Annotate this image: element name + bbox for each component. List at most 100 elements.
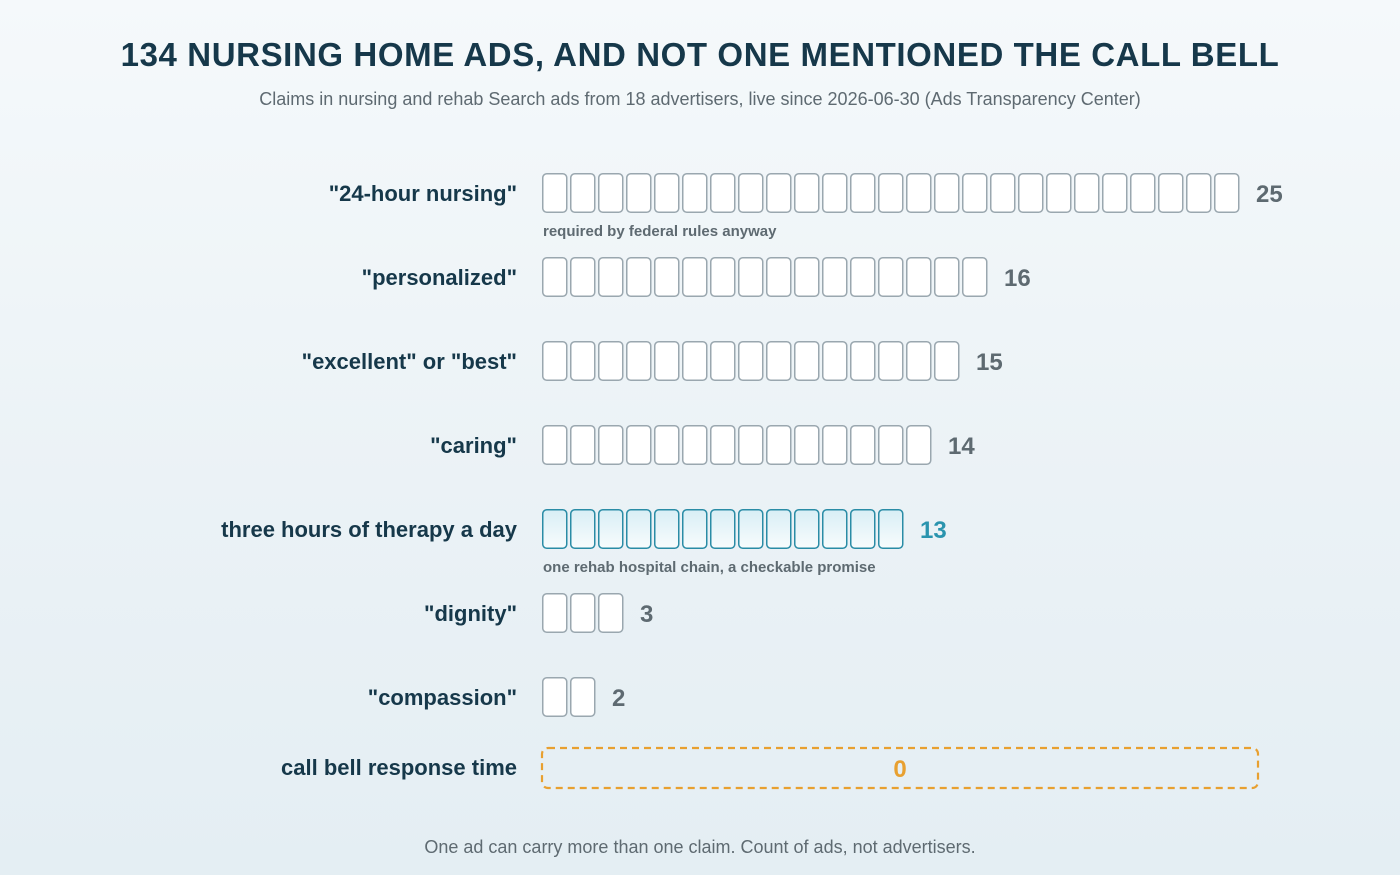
unit-square <box>906 341 932 381</box>
unit-square <box>542 257 568 297</box>
unit-square <box>654 257 680 297</box>
unit-square <box>1074 173 1100 213</box>
unit-square <box>850 257 876 297</box>
unit-square <box>570 341 596 381</box>
unit-square <box>570 677 596 717</box>
value-label: 16 <box>1004 265 1031 292</box>
unit-square <box>738 341 764 381</box>
unit-square <box>626 425 652 465</box>
unit-square <box>710 341 736 381</box>
unit-square <box>598 593 624 633</box>
unit-square <box>766 173 792 213</box>
unit-square <box>934 257 960 297</box>
chart-row: "dignity" 3 <box>424 593 653 633</box>
unit-square <box>682 509 708 549</box>
unit-square <box>738 425 764 465</box>
unit-square <box>542 425 568 465</box>
unit-square <box>1214 173 1240 213</box>
unit-square <box>654 341 680 381</box>
row-label: three hours of therapy a day <box>221 517 518 542</box>
unit-square <box>766 425 792 465</box>
unit-square <box>682 341 708 381</box>
chart-row: "personalized" 16 <box>362 257 1031 297</box>
row-label: "24-hour nursing" <box>329 181 517 206</box>
unit-square <box>822 509 848 549</box>
unit-square <box>822 425 848 465</box>
unit-square <box>1186 173 1212 213</box>
unit-square <box>794 425 820 465</box>
unit-square <box>878 341 904 381</box>
unit-square <box>598 341 624 381</box>
unit-square <box>738 509 764 549</box>
unit-square <box>822 341 848 381</box>
unit-square <box>906 173 932 213</box>
chart-title: 134 NURSING HOME ADS, AND NOT ONE MENTIO… <box>120 36 1280 73</box>
unit-square <box>822 257 848 297</box>
unit-square <box>766 257 792 297</box>
row-label: "compassion" <box>368 685 517 710</box>
unit-square <box>962 173 988 213</box>
unit-square <box>962 257 988 297</box>
row-label: "excellent" or "best" <box>302 349 517 374</box>
chart-row: three hours of therapy a day 13 one rehab … <box>221 509 947 576</box>
value-label: 14 <box>948 433 975 460</box>
unit-square <box>598 257 624 297</box>
unit-square <box>934 173 960 213</box>
unit-square <box>738 257 764 297</box>
unit-square <box>766 509 792 549</box>
unit-square <box>906 425 932 465</box>
unit-square <box>542 173 568 213</box>
unit-square <box>850 509 876 549</box>
chart-row: "excellent" or "best" 15 <box>302 341 1003 381</box>
unit-square <box>766 341 792 381</box>
chart-footnote: One ad can carry more than one claim. Co… <box>424 837 976 857</box>
unit-square <box>738 173 764 213</box>
chart-row: "24-hour nursing" 25 required by federal r… <box>329 173 1283 240</box>
unit-square <box>710 173 736 213</box>
unit-square <box>626 257 652 297</box>
unit-square <box>1102 173 1128 213</box>
unit-square <box>878 257 904 297</box>
unit-square <box>570 593 596 633</box>
row-label: "dignity" <box>424 601 517 626</box>
unit-square <box>570 173 596 213</box>
unit-square <box>654 425 680 465</box>
unit-square <box>794 257 820 297</box>
unit-square <box>878 173 904 213</box>
unit-square <box>598 173 624 213</box>
unit-square <box>598 509 624 549</box>
unit-square <box>654 509 680 549</box>
unit-square <box>626 509 652 549</box>
chart-row: call bell response time 0 <box>281 746 1260 790</box>
unit-square <box>990 173 1016 213</box>
unit-square <box>794 341 820 381</box>
unit-square <box>794 509 820 549</box>
unit-square <box>1046 173 1072 213</box>
unit-square <box>878 425 904 465</box>
unit-square <box>598 425 624 465</box>
unit-square <box>878 509 904 549</box>
unit-square <box>1158 173 1184 213</box>
unit-square <box>570 509 596 549</box>
unit-square <box>822 173 848 213</box>
unit-square <box>850 341 876 381</box>
unit-square <box>710 257 736 297</box>
row-label: "personalized" <box>362 265 517 290</box>
value-label: 13 <box>920 517 947 544</box>
unit-square <box>542 509 568 549</box>
unit-square <box>570 425 596 465</box>
value-label: 25 <box>1256 181 1283 208</box>
unit-square <box>570 257 596 297</box>
unit-square <box>542 341 568 381</box>
unit-square <box>710 425 736 465</box>
unit-square <box>654 173 680 213</box>
value-label: 15 <box>976 349 1003 376</box>
annotation-note: required by federal rules anyway <box>543 223 777 240</box>
zero-outline <box>540 746 1260 790</box>
unit-square <box>934 341 960 381</box>
unit-square <box>850 425 876 465</box>
unit-square <box>850 173 876 213</box>
row-label: call bell response time <box>281 755 517 780</box>
value-label: 0 <box>893 756 906 783</box>
